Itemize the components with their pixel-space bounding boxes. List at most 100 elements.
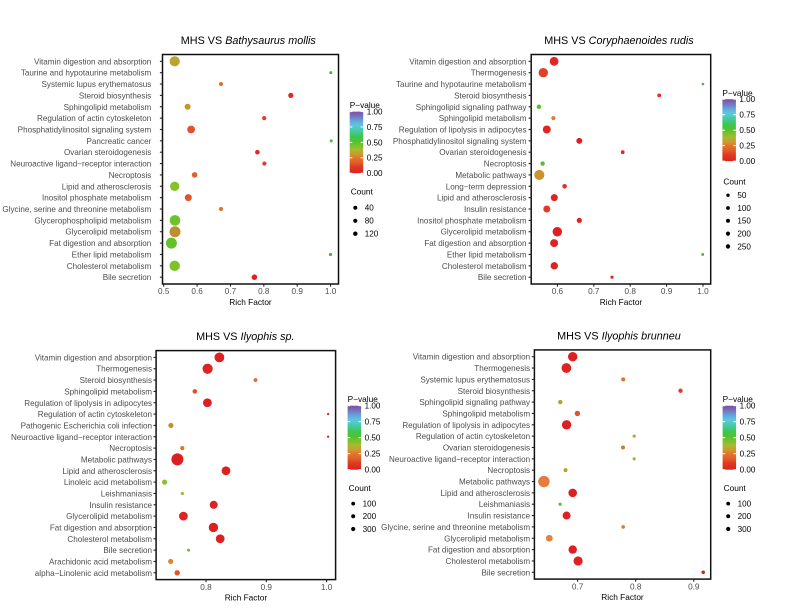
svg-text:Inositol phosphate metabolism: Inositol phosphate metabolism xyxy=(417,216,527,225)
svg-text:Regulation of lipolysis in adi: Regulation of lipolysis in adipocytes xyxy=(399,125,527,134)
svg-text:Necroptosis: Necroptosis xyxy=(487,466,530,475)
svg-text:200: 200 xyxy=(738,512,752,521)
svg-text:Vitamin digestion and absorpti: Vitamin digestion and absorption xyxy=(35,353,152,362)
svg-text:1.0: 1.0 xyxy=(321,583,333,592)
svg-text:0.25: 0.25 xyxy=(367,154,383,163)
svg-text:Regulation of actin cytoskelet: Regulation of actin cytoskeleton xyxy=(416,432,530,441)
svg-text:Neuroactive ligand−receptor in: Neuroactive ligand−receptor interaction xyxy=(389,455,530,464)
svg-text:Regulation of lipolysis in adi: Regulation of lipolysis in adipocytes xyxy=(24,399,152,408)
svg-text:300: 300 xyxy=(363,525,377,534)
svg-text:0.7: 0.7 xyxy=(588,287,600,296)
svg-text:150: 150 xyxy=(737,217,751,226)
svg-text:MHS VS Ilyophis sp.: MHS VS Ilyophis sp. xyxy=(196,331,294,343)
svg-text:0.7: 0.7 xyxy=(572,582,584,591)
svg-text:Glycerophospholipid metabolism: Glycerophospholipid metabolism xyxy=(34,216,151,225)
svg-text:Rich Factor: Rich Factor xyxy=(225,593,268,603)
svg-text:Lipid and atherosclerosis: Lipid and atherosclerosis xyxy=(62,467,152,476)
svg-text:0.50: 0.50 xyxy=(739,126,755,135)
svg-text:200: 200 xyxy=(363,512,377,521)
svg-text:0.00: 0.00 xyxy=(367,169,383,178)
svg-text:Regulation of actin cytoskelet: Regulation of actin cytoskeleton xyxy=(38,410,152,419)
svg-text:Fat digestion and absorption: Fat digestion and absorption xyxy=(49,239,151,248)
svg-text:Insulin resistance: Insulin resistance xyxy=(468,512,531,521)
svg-text:MHS VS Coryphaenoides rudis: MHS VS Coryphaenoides rudis xyxy=(544,35,694,47)
svg-text:Ovarian steroidogenesis: Ovarian steroidogenesis xyxy=(443,443,530,452)
svg-text:Sphingolipid metabolism: Sphingolipid metabolism xyxy=(64,103,152,112)
svg-text:Rich Factor: Rich Factor xyxy=(600,297,643,307)
svg-text:Neuroactive ligand−receptor in: Neuroactive ligand−receptor interaction xyxy=(11,433,152,442)
svg-text:Systemic lupus erythematosus: Systemic lupus erythematosus xyxy=(42,80,152,89)
svg-text:Leishmaniasis: Leishmaniasis xyxy=(101,489,152,498)
svg-text:P−value: P−value xyxy=(722,88,753,98)
svg-text:Sphingolipid metabolism: Sphingolipid metabolism xyxy=(439,114,527,123)
svg-text:Bile secretion: Bile secretion xyxy=(103,273,152,282)
svg-text:Rich Factor: Rich Factor xyxy=(229,297,272,307)
svg-text:200: 200 xyxy=(737,230,751,239)
svg-text:Necroptosis: Necroptosis xyxy=(484,160,527,169)
svg-text:0.50: 0.50 xyxy=(367,138,383,147)
svg-text:1.0: 1.0 xyxy=(697,287,709,296)
svg-text:0.75: 0.75 xyxy=(365,418,381,427)
svg-text:0.9: 0.9 xyxy=(292,287,304,296)
svg-text:Count: Count xyxy=(723,177,746,187)
svg-text:Taurine and hypotaurine metabo: Taurine and hypotaurine metabolism xyxy=(396,80,527,89)
svg-text:Neuroactive ligand−receptor in: Neuroactive ligand−receptor interaction xyxy=(10,160,151,169)
svg-text:Necroptosis: Necroptosis xyxy=(109,171,152,180)
svg-text:Regulation of lipolysis in adi: Regulation of lipolysis in adipocytes xyxy=(402,421,530,430)
svg-text:Ether lipid metabolism: Ether lipid metabolism xyxy=(72,250,152,259)
svg-text:Ether lipid metabolism: Ether lipid metabolism xyxy=(447,250,527,259)
svg-text:Insulin resistance: Insulin resistance xyxy=(464,205,527,214)
svg-text:Vitamin digestion and absorpti: Vitamin digestion and absorption xyxy=(413,353,530,362)
svg-text:Ovarian steroidogenesis: Ovarian steroidogenesis xyxy=(439,148,526,157)
svg-text:Inositol phosphate metabolism: Inositol phosphate metabolism xyxy=(42,194,152,203)
svg-text:Steroid biosynthesis: Steroid biosynthesis xyxy=(80,376,152,385)
svg-text:40: 40 xyxy=(365,204,375,213)
svg-text:Linoleic acid metabolism: Linoleic acid metabolism xyxy=(64,478,152,487)
svg-text:50: 50 xyxy=(737,191,747,200)
svg-text:P−value: P−value xyxy=(723,394,754,404)
svg-text:Vitamin digestion and absorpti: Vitamin digestion and absorption xyxy=(409,57,526,66)
svg-text:Glycerolipid metabolism: Glycerolipid metabolism xyxy=(65,228,151,237)
svg-text:0.8: 0.8 xyxy=(200,583,212,592)
svg-text:Glycine, serine and threonine: Glycine, serine and threonine metabolism xyxy=(2,205,151,214)
svg-text:0.9: 0.9 xyxy=(688,582,700,591)
svg-text:Glycerolipid metabolism: Glycerolipid metabolism xyxy=(444,534,530,543)
svg-text:0.6: 0.6 xyxy=(191,287,203,296)
svg-text:100: 100 xyxy=(737,204,751,213)
svg-text:Lipid and atherosclerosis: Lipid and atherosclerosis xyxy=(62,182,152,191)
svg-text:Steroid biosynthesis: Steroid biosynthesis xyxy=(458,387,530,396)
svg-text:Count: Count xyxy=(349,483,372,493)
svg-text:Sphingolipid metabolism: Sphingolipid metabolism xyxy=(442,409,530,418)
svg-text:MHS VS Bathysaurus mollis: MHS VS Bathysaurus mollis xyxy=(181,35,317,47)
svg-text:Metabolic pathways: Metabolic pathways xyxy=(459,478,530,487)
svg-text:120: 120 xyxy=(365,230,379,239)
svg-text:0.75: 0.75 xyxy=(739,111,755,120)
svg-text:Cholesterol metabolism: Cholesterol metabolism xyxy=(67,262,152,271)
svg-text:0.00: 0.00 xyxy=(365,466,381,475)
svg-text:alpha−Linolenic acid metabolis: alpha−Linolenic acid metabolism xyxy=(35,569,152,578)
svg-text:Cholesterol metabolism: Cholesterol metabolism xyxy=(446,557,531,566)
svg-text:Glycine, serine and threonine: Glycine, serine and threonine metabolism xyxy=(381,523,530,532)
svg-text:Sphingolipid signaling pathway: Sphingolipid signaling pathway xyxy=(419,398,531,407)
svg-text:1.00: 1.00 xyxy=(739,95,755,104)
svg-text:Bile secretion: Bile secretion xyxy=(482,568,531,577)
svg-text:0.25: 0.25 xyxy=(365,450,381,459)
svg-text:0.8: 0.8 xyxy=(625,287,637,296)
svg-text:Bile secretion: Bile secretion xyxy=(103,546,152,555)
svg-text:Count: Count xyxy=(724,483,747,493)
svg-text:Necroptosis: Necroptosis xyxy=(109,444,152,453)
svg-text:Cholesterol metabolism: Cholesterol metabolism xyxy=(67,535,152,544)
svg-text:Thermogenesis: Thermogenesis xyxy=(96,365,152,374)
svg-text:Long−term depression: Long−term depression xyxy=(446,182,527,191)
svg-text:Fat digestion and absorption: Fat digestion and absorption xyxy=(428,546,530,555)
svg-text:80: 80 xyxy=(365,217,375,226)
svg-text:Taurine and hypotaurine metabo: Taurine and hypotaurine metabolism xyxy=(21,69,152,78)
svg-text:0.25: 0.25 xyxy=(739,142,755,151)
svg-text:Pancreatic cancer: Pancreatic cancer xyxy=(87,137,152,146)
svg-text:Ovarian steroidogenesis: Ovarian steroidogenesis xyxy=(64,148,151,157)
svg-text:Systemic lupus erythematosus: Systemic lupus erythematosus xyxy=(420,375,530,384)
svg-text:0.25: 0.25 xyxy=(740,450,756,459)
svg-text:Sphingolipid signaling pathway: Sphingolipid signaling pathway xyxy=(416,103,528,112)
svg-text:P−value: P−value xyxy=(350,100,381,110)
svg-text:100: 100 xyxy=(738,500,752,509)
